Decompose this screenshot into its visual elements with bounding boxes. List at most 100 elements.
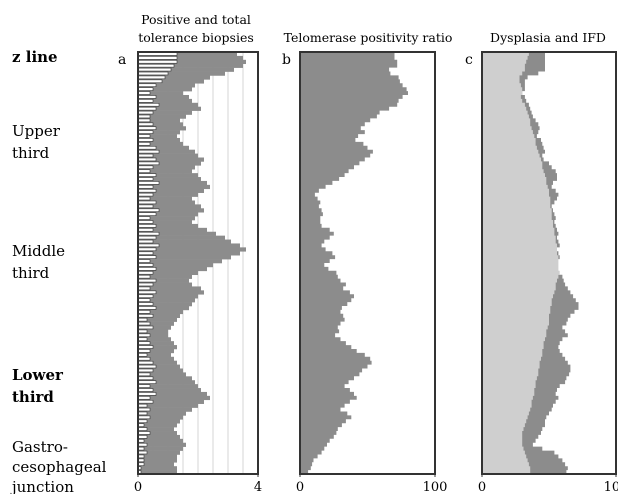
panel-a-total-bar (138, 329, 168, 334)
panel-a-positive-bar (137, 165, 154, 170)
panel-a-total-bar (138, 278, 189, 283)
panel-a-total-bar (138, 458, 177, 463)
panel-a-total-bar (138, 204, 201, 209)
panel-a-positive-bar (137, 259, 151, 263)
panel-a-positive-bar (137, 380, 157, 384)
segment-label-9: junction (10, 478, 74, 494)
panel-a-positive-bar (137, 60, 178, 64)
panel-a-total-bar (138, 247, 246, 252)
panel-a-positive-bar (137, 153, 154, 158)
panel-a-positive-bar (137, 298, 151, 302)
panel-a-total-bar (138, 196, 192, 201)
panel-c-title-line-0: Dysplasia and IFD (490, 30, 606, 45)
panel-a-positive-bar (137, 67, 172, 72)
panel-a-total-bar (138, 419, 180, 424)
panel-a-total-bar (138, 87, 192, 92)
panel-c-tick-label-1: 100 (604, 480, 618, 494)
panel-a-total-bar (138, 352, 171, 358)
panel-b-title-line-0: Telomerase positivity ratio (284, 30, 453, 45)
panel-a-total-bar (138, 376, 192, 381)
panel-a-positive-bar (137, 396, 151, 400)
panel-a-total-bar (138, 333, 168, 338)
panel-a-positive-bar (137, 126, 157, 130)
panel-a-positive-bar (137, 157, 157, 162)
panel-a-positive-bar (137, 282, 154, 287)
panel-a-positive-bar (137, 87, 154, 91)
panel-a-positive-bar (137, 306, 157, 310)
panel-a-positive-bar (137, 317, 148, 322)
segment-label-8: cesophageal (12, 458, 107, 476)
panel-a-positive-bar (137, 356, 151, 361)
panel-a-total-bar (138, 91, 183, 96)
panel-a-total-bar (138, 130, 180, 135)
esophagus-segment-labels: z line Upper third Middle third Lower third Gas… (10, 48, 107, 494)
panel-a-positive-bar (137, 435, 148, 439)
panel-a-total-bar (138, 466, 177, 471)
panel-a-tick-label-1: 4 (254, 480, 262, 494)
panel-a-total-bar (138, 407, 192, 412)
panel-a-positive-bar (137, 95, 157, 99)
panel-a-positive-bar (137, 286, 151, 291)
panel-a-positive-bar (137, 200, 157, 205)
panel-a-total-bar (138, 450, 180, 455)
panel-c-frame (481, 51, 617, 475)
panel-a-title-line-0: Positive and total (141, 12, 251, 27)
panel-a-total-bar (138, 235, 225, 240)
panel-a-total-bar (138, 75, 210, 80)
panel-a-total-bar (138, 161, 201, 166)
panel-a-positive-bar (137, 403, 148, 408)
panel-a-positive-bar (137, 313, 154, 318)
panel-a-total-bar (138, 243, 240, 248)
panel-a-total-bar (138, 263, 213, 268)
panel-a-positive-bar (137, 372, 151, 377)
panel-a-total-bar (138, 169, 192, 174)
panel-a-total-bar (138, 141, 183, 147)
panel-a-positive-bar (137, 278, 157, 283)
panel-a-total-bar (138, 227, 207, 233)
panel-b-tick-label-0: 0 (296, 480, 304, 494)
panel-a-positive-bar (137, 134, 151, 138)
panel-a-positive-bar (137, 56, 178, 60)
panel-a-total-bar (138, 321, 174, 326)
panel-a-total-bar (138, 149, 195, 154)
panel-a-total-bar (138, 305, 189, 311)
panel-a-total-bar (138, 399, 204, 404)
panel-a-total-bar (138, 110, 192, 115)
panel-a-total-bar (138, 372, 186, 377)
panel-a-total-bar (138, 368, 183, 373)
panel-a-total-bar (138, 126, 186, 131)
segment-label-6: third (12, 388, 54, 406)
panel-a-total-bar (138, 298, 195, 303)
panel-a-positive-bar (137, 235, 157, 240)
panel-a-total-bar (138, 380, 195, 385)
panel-a-positive-bar (137, 231, 160, 236)
panel-a-total-bar (138, 341, 174, 346)
panel-a-total-bar (138, 137, 180, 143)
panel-a-positive-bar (137, 427, 148, 431)
panel-a-total-bar (138, 442, 186, 447)
panel-a-positive-bar (137, 290, 157, 295)
panel-a-positive-bar (137, 224, 157, 228)
panel-a-positive-bar (137, 321, 151, 326)
panel-a-positive-bar (137, 239, 154, 244)
panel-a-positive-bar (137, 192, 154, 197)
panel-b-telomerase-area (300, 52, 408, 474)
panel-a-total-bar (138, 216, 195, 221)
panel-a-total-bar (138, 270, 198, 276)
panel-a-total-bar (138, 184, 210, 190)
panel-c-dysplasia-ifd: Dysplasia and IFD c 0 100 (465, 30, 618, 494)
panel-a-positive-bar (137, 294, 154, 298)
panel-a-positive-bar (137, 149, 160, 154)
segment-label-4: third (12, 264, 50, 282)
panel-a-positive-bar (137, 392, 157, 396)
panel-a-total-bar (138, 309, 183, 315)
panel-a-positive-bar (137, 103, 160, 107)
panel-a-total-bar (138, 348, 174, 354)
panel-a-total-bar (138, 118, 180, 123)
panel-a-total-bar (138, 274, 192, 279)
panel-a-positive-bar (137, 122, 154, 127)
panel-a-frame (137, 51, 259, 475)
panel-a-positive-bar (137, 243, 160, 248)
panel-a-positive-bar (137, 181, 160, 185)
